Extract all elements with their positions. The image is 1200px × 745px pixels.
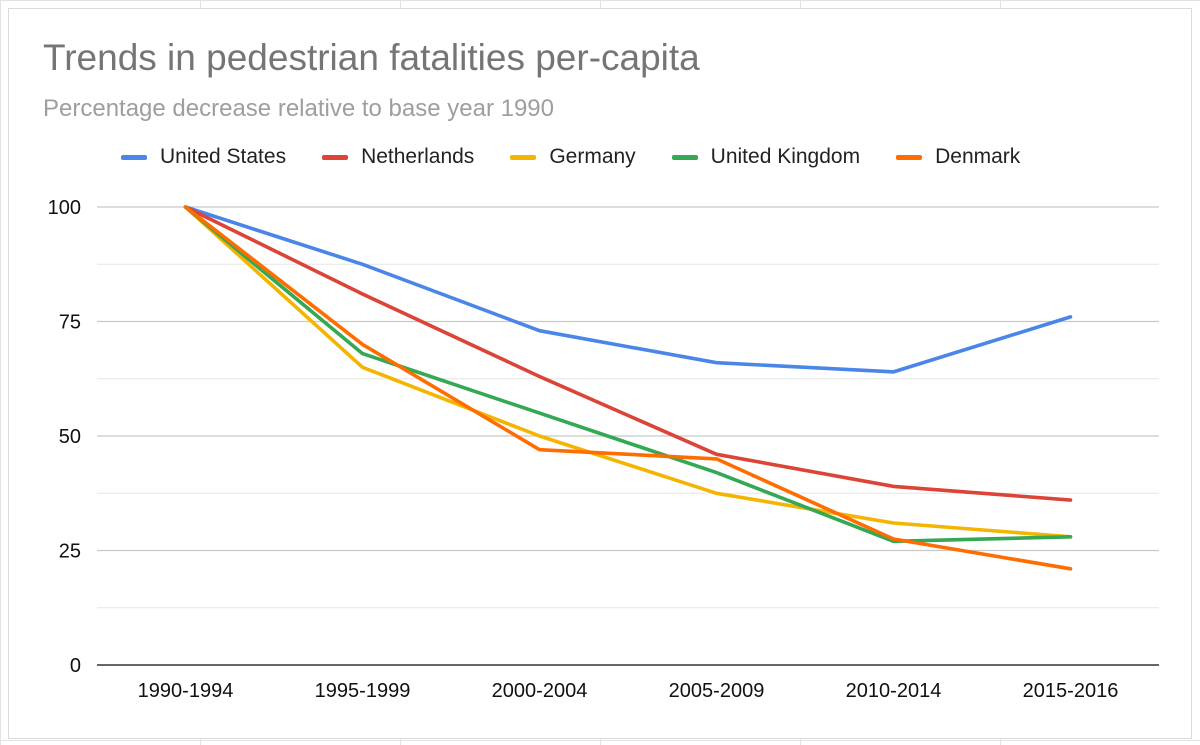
y-tick-label: 50: [59, 426, 81, 448]
legend-label-germany: Germany: [549, 145, 636, 168]
legend-swatch-united-states: [121, 154, 147, 160]
series-lines[interactable]: [183, 205, 1073, 571]
chart-card[interactable]: Trends in pedestrian fatalities per-capi…: [8, 8, 1192, 739]
legend-item-united-states[interactable]: United States: [121, 145, 286, 169]
x-tick-label: 1995-1999: [315, 680, 411, 702]
legend-item-germany[interactable]: Germany: [510, 145, 636, 169]
series-line-netherlands[interactable]: [183, 205, 1073, 502]
series-line-united-states[interactable]: [183, 205, 1073, 374]
legend-label-united-kingdom: United Kingdom: [710, 145, 861, 168]
chart-title: Trends in pedestrian fatalities per-capi…: [43, 37, 700, 78]
line-chart-plot[interactable]: 0 25 50 75 100 1990-1994 1995-1999 2000-2004 200…: [9, 9, 1193, 740]
axes: 0 25 50 75 100 1990-1994 1995-1999 2000-2004 200…: [48, 197, 1159, 702]
x-tick-label: 1990-1994: [138, 680, 234, 702]
legend-label-denmark: Denmark: [935, 145, 1021, 168]
legend-item-netherlands[interactable]: Netherlands: [322, 145, 474, 169]
series-line-united-kingdom[interactable]: [183, 205, 1073, 544]
legend-swatch-germany: [510, 154, 537, 160]
x-tick-label: 2010-2014: [846, 680, 942, 702]
legend-item-denmark[interactable]: Denmark: [896, 145, 1020, 169]
x-tick-label: 2005-2009: [669, 680, 765, 702]
legend-label-netherlands: Netherlands: [361, 145, 475, 168]
y-tick-label: 25: [59, 541, 81, 563]
x-tick-label: 2015-2016: [1023, 680, 1119, 702]
series-line-denmark[interactable]: [183, 205, 1073, 571]
legend-label-united-states: United States: [160, 145, 287, 168]
legend-swatch-united-kingdom: [671, 154, 698, 160]
x-tick-label: 2000-2004: [492, 680, 588, 702]
legend: United States Netherlands Germany United…: [121, 145, 1056, 169]
legend-item-united-kingdom[interactable]: United Kingdom: [671, 145, 861, 169]
chart-subtitle: Percentage decrease relative to base yea…: [43, 95, 554, 122]
legend-swatch-netherlands: [322, 154, 349, 160]
y-tick-label: 75: [59, 312, 81, 334]
y-tick-label: 100: [48, 197, 81, 219]
y-tick-label: 0: [70, 655, 81, 677]
legend-swatch-denmark: [896, 154, 923, 160]
series-line-germany[interactable]: [183, 205, 1073, 539]
